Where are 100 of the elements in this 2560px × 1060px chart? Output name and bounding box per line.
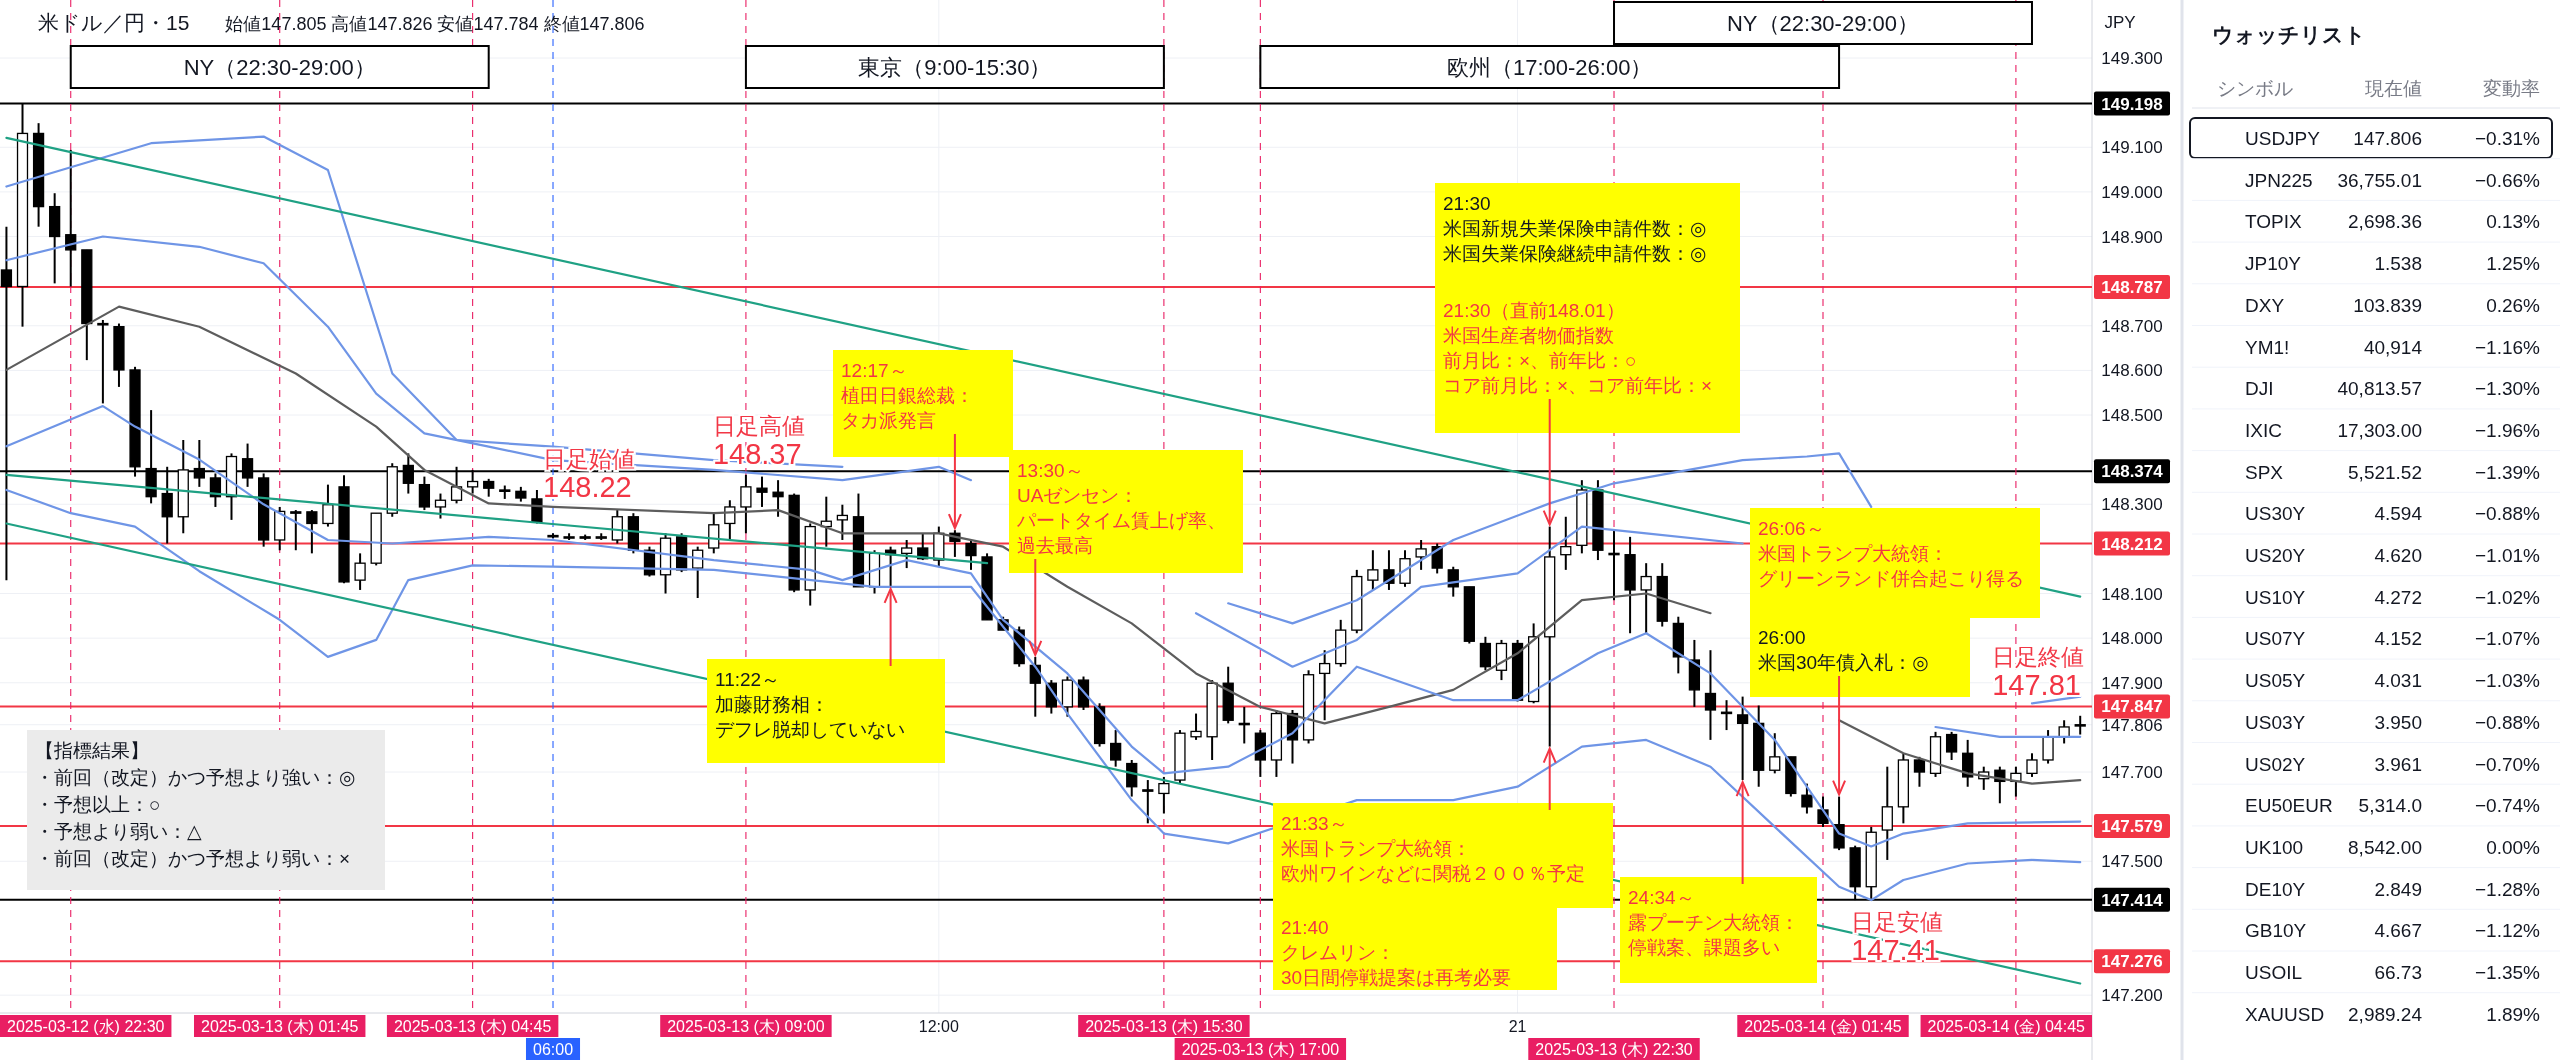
category-label: USDJPY — [2245, 128, 2320, 149]
ref-line-label: 2025-03-13 (木) 01:45 — [201, 1018, 359, 1035]
ref-line-label: 147.276 — [2101, 952, 2163, 972]
text: −1.28% — [2475, 878, 2540, 900]
band-label: NY（22:30-29:00） — [183, 55, 376, 80]
ref-line-label: 2025-03-13 (木) 04:45 — [393, 1018, 552, 1035]
text: 2,698.36 — [2348, 211, 2422, 233]
category-label: SPX — [2245, 461, 2284, 483]
text: −1.30% — [2475, 378, 2540, 400]
y-tick-label: 149.000 — [2101, 182, 2163, 202]
ref-line-label: 2025-03-13 (木) 22:30 — [1535, 1041, 1693, 1058]
band-label: 欧州（17:00-26:00） — [1446, 55, 1653, 80]
y-tick-label: 148.500 — [2101, 406, 2163, 426]
text: 4.594 — [2374, 503, 2422, 525]
category-label: US30Y — [2245, 503, 2306, 525]
text: −0.74% — [2475, 795, 2540, 817]
y-axis-title: JPY — [2104, 13, 2136, 32]
y-tick-label: 147.806 — [2101, 715, 2163, 735]
annotation: 12:17～植田日銀総裁：タカ派発言 — [841, 360, 974, 431]
note: 26:06～米国トランプ大統領：グリーンランド併合起こり得る — [1750, 508, 2040, 618]
category-label: US07Y — [2245, 628, 2306, 650]
text: 3.961 — [2374, 753, 2422, 775]
annotation: 21:33～米国トランプ大統領：欧州ワインなどに関税２００％予定 — [1281, 813, 1585, 884]
ref-line-label: 147.579 — [2101, 817, 2163, 837]
category-label: 変動率 — [2483, 78, 2540, 99]
text: 0.00% — [2486, 836, 2540, 858]
category-label: IXIC — [2245, 419, 2282, 441]
y-tick-label: 148.000 — [2101, 629, 2163, 649]
text: −1.01% — [2475, 545, 2540, 566]
annotation: 24:34～露プーチン大統領：停戦案、課題多い — [1628, 887, 1799, 958]
session-box: 欧州（17:00-26:00） — [1259, 45, 1841, 89]
text: −1.35% — [2475, 962, 2540, 983]
text: 8,542.00 — [2348, 836, 2422, 858]
text: 0.26% — [2486, 294, 2540, 316]
annotation: 13:30～UAゼンセン：パートタイム賃上げ率、過去最高 — [1016, 460, 1226, 556]
annotation: 【指標結果】・前回（改定）かつ予想より強い：◎・予想以上：○・予想より弱い：△・前回（改定）かつ予想より弱い：× — [35, 740, 356, 869]
text: 1.538 — [2374, 253, 2422, 275]
text: −1.03% — [2475, 670, 2540, 692]
text: −1.12% — [2475, 920, 2540, 942]
line-series — [1227, 452, 1873, 625]
line-series — [1838, 719, 2082, 785]
text: 2,989.24 — [2348, 1003, 2422, 1025]
note: 11:22～加藤財務相：デフレ脱却していない — [707, 586, 945, 763]
ref-line-label: 148.787 — [2101, 277, 2163, 297]
note: 13:30～UAゼンセン：パートタイム賃上げ率、過去最高 — [1009, 450, 1243, 658]
category-label: 現在値 — [2365, 78, 2422, 99]
text: 147.806 — [2353, 128, 2422, 149]
annotation: 21:40クレムリン：30日間停戦提案は再考必要 — [1281, 917, 1512, 988]
text: 4.667 — [2374, 920, 2422, 942]
session-box: NY（22:30-29:00） — [69, 45, 490, 89]
y-tick-label: 149.100 — [2101, 138, 2163, 158]
note: 21:30米国新規失業保険申請件数：◎米国失業保険継続申請件数：◎ — [1435, 183, 1740, 291]
annotation: 26:00米国30年債入札：◎ — [1758, 627, 1929, 673]
note: 21:33～米国トランプ大統領：欧州ワインなどに関税２００％予定 — [1273, 746, 1613, 908]
y-tick-label: 147.500 — [2101, 852, 2163, 872]
text: −0.88% — [2475, 711, 2540, 733]
band-label: NY（22:30-29:00） — [1727, 11, 1919, 36]
y-tick-label: 148.300 — [2101, 495, 2163, 515]
category-label: DXY — [2245, 294, 2285, 316]
text: −1.07% — [2475, 628, 2540, 650]
ref-line-label: 149.198 — [2101, 94, 2163, 114]
category-label: US10Y — [2245, 586, 2306, 608]
text: 2.849 — [2374, 878, 2422, 900]
annotation: 11:22～加藤財務相：デフレ脱却していない — [715, 669, 905, 740]
category-label: DJI — [2245, 378, 2274, 400]
category-label: US20Y — [2245, 545, 2306, 566]
band-label: 東京（9:00-15:30） — [858, 55, 1052, 80]
note: 日足終値147.81 — [1992, 643, 2085, 701]
annotation: 21:30（直前148.01）米国生産者物価指数前月比：×、前年比：○コア前月比：×、コア前年比：× — [1443, 300, 1713, 396]
category-label: US05Y — [2245, 670, 2306, 692]
text: 3.950 — [2374, 711, 2422, 733]
y-tick-label: 147.700 — [2101, 763, 2163, 783]
category-label: DE10Y — [2245, 878, 2306, 900]
category-label: UK100 — [2245, 836, 2304, 858]
note: 21:40クレムリン：30日間停戦提案は再考必要 — [1273, 907, 1557, 990]
text: 米ドル／円・15 — [38, 11, 190, 34]
category-label: USOIL — [2245, 962, 2303, 983]
text: 17,303.00 — [2337, 419, 2422, 441]
text: −0.88% — [2475, 503, 2540, 525]
text: 1.89% — [2486, 1003, 2540, 1025]
category-label: JPN225 — [2245, 169, 2313, 191]
ref-line-label: 148.212 — [2101, 534, 2163, 554]
category-label: YM1! — [2245, 336, 2290, 358]
ref-line-label: 147.847 — [2101, 697, 2163, 717]
category-label: シンボル — [2217, 78, 2293, 99]
text: 36,755.01 — [2337, 169, 2422, 191]
text: 4.272 — [2374, 586, 2422, 608]
text: 4.152 — [2374, 628, 2422, 650]
x-tick-label: 21 — [1508, 1018, 1527, 1035]
ref-line-label: 2025-03-13 (木) 09:00 — [667, 1018, 825, 1035]
text: −1.39% — [2475, 461, 2540, 483]
note: 21:30（直前148.01）米国生産者物価指数前月比：×、前年比：○コア前月比：×、コア前年比：× — [1435, 290, 1740, 528]
y-tick-label: 147.900 — [2101, 673, 2163, 693]
ref-line-label: 2025-03-13 (木) 15:30 — [1085, 1018, 1243, 1035]
note: 24:34～露プーチン大統領：停戦案、課題多い — [1620, 779, 1817, 983]
note: 日足高値148.37 — [712, 413, 805, 471]
category-label: EU50EUR — [2245, 795, 2333, 817]
category-label: US02Y — [2245, 753, 2306, 775]
text: 103.839 — [2353, 294, 2422, 316]
text: 40,914 — [2363, 336, 2422, 358]
